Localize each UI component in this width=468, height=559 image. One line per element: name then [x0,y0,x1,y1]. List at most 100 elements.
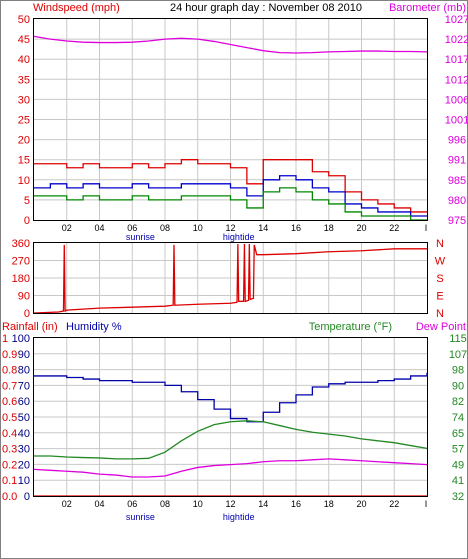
rain-tick-0: 0.0 [2,491,17,503]
wind-low-line [34,187,427,221]
x-tick-20: 20 [356,499,366,509]
x-tick-16: 16 [291,499,301,509]
wind-tick-6: 30 [18,94,30,106]
x-tick-14: 14 [258,499,268,509]
rainfall-tick-labels: 0.0 0.1 0.2 0.3 0.4 0.5 0.6 0.7 0.8 0.9 1 [2,333,17,503]
rain-tick-3: 0.3 [2,444,17,456]
dir-compass-tick-1: E [436,291,443,303]
dir-deg-tick-2: 180 [12,273,30,285]
wind-tick-9: 45 [18,34,30,46]
rain-tick-6: 0.6 [2,396,17,408]
rainfall-axis-title: Rainfall (in) [2,321,58,333]
baro-tick-6: 1006 [445,94,468,106]
windspeed-tick-labels: 0 5 10 15 20 25 30 35 40 45 50 [18,14,30,227]
wind-direction-plot-frame [33,242,428,314]
rain-tick-4: 0.4 [2,428,17,440]
barometer-tick-labels: 975 980 985 991 996 1001 1006 1012 1017 1022 1027 [445,14,468,227]
baro-tick-10: 1027 [445,14,468,26]
wind-tick-8: 40 [18,54,30,66]
baro-tick-3: 991 [448,155,466,167]
graph-title: 24 hour graph day : November 08 2010 [170,2,362,14]
baro-tick-7: 1012 [445,74,468,86]
x-tick-12: 12 [225,499,235,509]
x-tick-04: 04 [94,499,104,509]
x-tick-16: 16 [291,223,301,233]
sunrise-label-bottom: sunrise [126,512,155,522]
temp-tick-3: 57 [452,444,464,456]
wind-tick-2: 10 [18,175,30,187]
hum-tick-1: 10 [18,475,30,487]
temp-tick-8: 98 [452,365,464,377]
windspeed-axis-title: Windspeed (mph) [33,2,120,14]
hum-tick-5: 50 [18,412,30,424]
x-tick-10: 10 [193,499,203,509]
wind-barometer-panel: 0 5 10 15 20 25 30 35 40 45 50 975 980 985 991 996 1001… [18,14,468,233]
wind-direction-series [33,243,427,314]
dir-compass-tick-4: N [436,238,444,250]
x-tick-08: 08 [160,223,170,233]
wind-direction-grid [34,243,427,313]
hum-tick-0: 0 [24,491,30,503]
barometer-line [33,35,428,54]
temp-tick-9: 107 [449,349,467,361]
avg-wind-line [34,175,427,217]
x-tick-04: 04 [94,223,104,233]
hum-tick-10: 100 [12,333,30,345]
baro-tick-5: 1001 [445,115,468,127]
baro-tick-2: 985 [448,175,466,187]
wind-tick-1: 5 [24,195,30,207]
humidity-tick-labels: 0 10 20 30 40 50 60 70 80 90 100 [12,333,30,503]
wind-tick-4: 20 [18,135,30,147]
rain-tick-7: 0.7 [2,380,17,392]
hightide-label-bottom: hightide [223,512,255,522]
wind-x-tick-labels: 02 04 06 08 10 12 14 16 18 20 22 I [62,223,428,233]
x-tick-08: 08 [160,499,170,509]
wind-tick-3: 15 [18,155,30,167]
x-tick-18: 18 [324,499,334,509]
x-tick-02: 02 [62,499,72,509]
x-tick-22: 22 [389,223,399,233]
temp-tick-10: 115 [449,333,467,345]
dir-deg-tick-1: 90 [18,291,30,303]
hum-tick-8: 80 [18,365,30,377]
dir-deg-tick-3: 270 [12,256,30,268]
hum-tick-6: 60 [18,396,30,408]
dir-compass-tick-3: W [435,256,446,268]
rain-tick-1: 0.1 [2,475,17,487]
dew-point-axis-title: Dew Point [416,321,466,333]
temp-humidity-plot-frame [33,337,428,497]
x-tick-20: 20 [356,223,366,233]
baro-tick-4: 996 [448,135,466,147]
x-tick-18: 18 [324,223,334,233]
wind-tick-7: 35 [18,74,30,86]
humidity-axis-title: Humidity % [66,321,122,333]
x-tick-06: 06 [127,223,137,233]
direction-line [33,243,427,314]
temp-tick-2: 49 [452,459,464,471]
temp-tick-7: 90 [452,380,464,392]
x-end-marker: I [425,499,428,509]
x-tick-22: 22 [389,499,399,509]
direction-degree-labels: 0 90 180 270 360 [12,238,30,320]
temp-x-tick-labels: 02 04 06 08 10 12 14 16 18 20 22 I [62,499,428,509]
x-tick-12: 12 [225,223,235,233]
hum-tick-2: 20 [18,459,30,471]
rain-tick-5: 0.5 [2,412,17,424]
hum-tick-7: 70 [18,380,30,392]
x-tick-10: 10 [193,223,203,233]
temperature-tick-labels: 32 41 49 57 65 74 82 90 98 107 115 [449,333,467,503]
dir-compass-tick-0: N [436,308,444,320]
baro-tick-9: 1022 [445,34,468,46]
x-end-marker: I [425,223,428,233]
temp-tick-0: 32 [452,491,464,503]
rain-tick-10: 1 [2,333,8,345]
wind-tick-0: 0 [24,215,30,227]
dir-deg-tick-4: 360 [12,238,30,250]
rain-tick-9: 0.9 [2,349,17,361]
baro-tick-1: 980 [448,195,466,207]
dir-deg-tick-0: 0 [24,308,30,320]
